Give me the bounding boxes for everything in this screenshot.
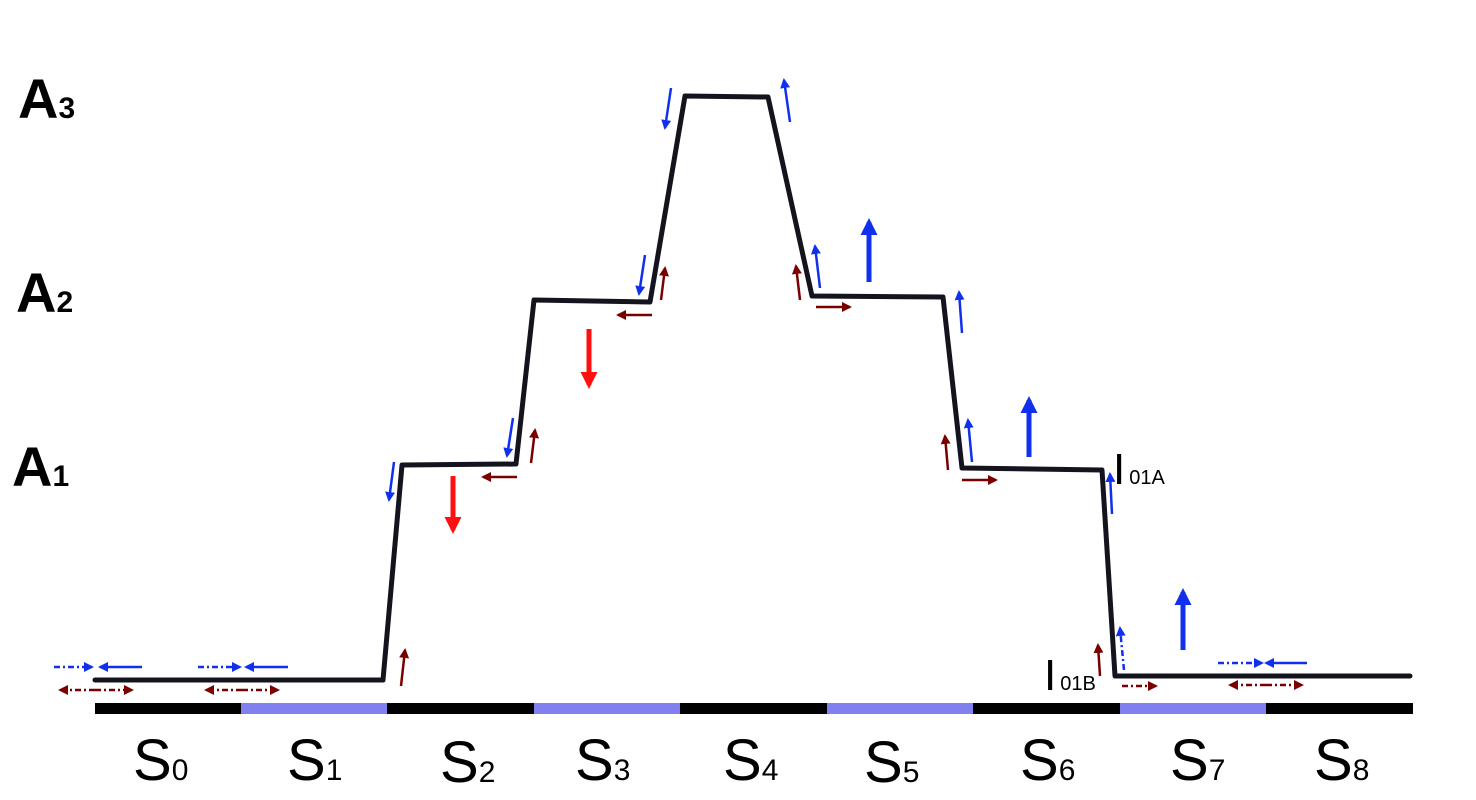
level-label-a1: A1 xyxy=(12,435,69,498)
arrow-group-descent xyxy=(780,78,1116,515)
potential-profile-line xyxy=(92,93,1413,683)
arrow-icon xyxy=(659,266,669,301)
arrow-icon xyxy=(963,418,974,463)
station-label-s3: S3 xyxy=(575,728,630,793)
station-label-s6: S6 xyxy=(1020,728,1075,793)
track-segment-s4 xyxy=(680,703,827,714)
arrow-group-blue-up xyxy=(860,217,1192,650)
annotation-i01a: I 01A xyxy=(1113,445,1165,494)
arrow-icon xyxy=(780,78,792,123)
track-segment-s8 xyxy=(1266,703,1413,714)
arrow-group-s0 xyxy=(54,662,142,695)
arrow-icon xyxy=(399,648,410,687)
level-label-a2: A2 xyxy=(16,261,73,324)
track-segment-s0 xyxy=(95,703,241,714)
track-segment-s3 xyxy=(534,703,680,714)
arrow-icon xyxy=(791,264,802,301)
arrow-icon xyxy=(810,244,822,289)
track-segment-s7 xyxy=(1120,703,1266,714)
arrow-group-s7 xyxy=(1093,626,1307,691)
arrow-icon xyxy=(940,434,951,471)
track-segment-s2 xyxy=(387,703,534,714)
arrow-group-s1 xyxy=(198,662,288,695)
track-segment-s6 xyxy=(973,703,1120,714)
station-label-s7: S7 xyxy=(1170,728,1225,793)
arrow-icon xyxy=(1093,643,1104,677)
arrow-icon xyxy=(635,254,647,296)
arrow-icon xyxy=(1115,626,1126,671)
arrow-icon xyxy=(503,417,515,458)
arrow-icon xyxy=(385,461,396,502)
arrow-icon xyxy=(661,87,673,130)
arrow-icon xyxy=(529,428,540,464)
track-segment-s1 xyxy=(241,703,387,714)
station-label-s0: S0 xyxy=(133,728,188,793)
station-label-s8: S8 xyxy=(1314,728,1369,793)
arrow-icon xyxy=(954,290,965,334)
level-label-a3: A3 xyxy=(18,67,75,130)
arrow-icon xyxy=(1105,472,1116,515)
station-label-s5: S5 xyxy=(864,730,919,795)
track-segment-s5 xyxy=(827,703,973,714)
station-label-s2: S2 xyxy=(440,730,495,795)
station-track xyxy=(95,703,1413,714)
arrow-group-ascent xyxy=(385,87,673,687)
station-label-s4: S4 xyxy=(723,728,778,793)
arrow-group-red-down xyxy=(444,329,598,535)
annotation-i01b: I 01B xyxy=(1044,651,1096,700)
station-label-s1: S1 xyxy=(287,728,342,793)
